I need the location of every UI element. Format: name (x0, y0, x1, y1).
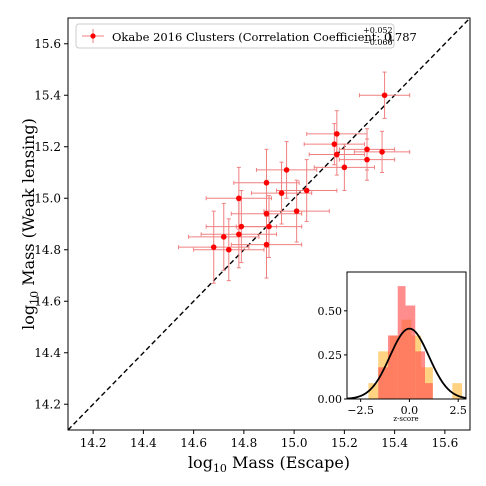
legend-marker-point (90, 33, 96, 39)
inset-y-tick-label: 0.25 (318, 349, 343, 362)
y-tick-label: 15.2 (34, 140, 61, 154)
data-point (263, 210, 270, 217)
inset-x-tick-label: 0.0 (401, 404, 419, 417)
y-tick-label: 15.4 (34, 88, 61, 102)
main-plot: 14.2 14.4 14.6 14.8 15.0 15.2 15.4 15.6 14.2 14.… (19, 17, 471, 475)
hist-bar-red (397, 286, 406, 399)
data-point (364, 146, 370, 153)
data-point (364, 156, 370, 163)
hist-bar-red (415, 351, 426, 399)
data-point (331, 141, 338, 147)
y-tick-label: 15.6 (34, 37, 61, 51)
y-tick-label: 14.8 (34, 243, 61, 257)
data-point (263, 180, 270, 186)
main-plot-frame (67, 17, 471, 431)
data-point (334, 131, 340, 137)
inset-histogram: −2.5 0.0 2.5 0.00 0.25 0.50 z-score (318, 271, 467, 423)
x-tick-label: 14.6 (180, 436, 207, 450)
data-point (278, 190, 285, 196)
data-point (238, 223, 245, 230)
data-point (236, 231, 242, 238)
inset-frame (346, 271, 467, 400)
legend-sub: −0.060 (363, 38, 393, 47)
data-point (236, 195, 242, 202)
inset-x-tick-label: −2.5 (347, 404, 374, 417)
data-point (263, 241, 270, 248)
normal-curve (346, 327, 467, 400)
legend-sup: +0.052 (363, 26, 393, 35)
y-axis-label: log10 Mass (Weak lensing) (19, 118, 41, 330)
y-tick-label: 15.0 (34, 191, 61, 205)
legend-label: Okabe 2016 Clusters (Correlation Coeffic… (112, 30, 417, 44)
hist-bar-red (387, 335, 398, 399)
data-point (293, 208, 300, 214)
x-tick-label: 15.2 (331, 436, 358, 450)
inset-y-tick-label: 0.00 (318, 393, 343, 406)
x-tick-label: 15.4 (381, 436, 408, 450)
x-tick-label: 14.8 (231, 436, 258, 450)
x-tick-label: 14.4 (130, 436, 157, 450)
inset-y-tick-label: 0.50 (318, 305, 343, 318)
inset-x-tick-label: 2.5 (449, 404, 467, 417)
y-tick-label: 14.2 (34, 397, 61, 411)
x-axis-label-rest: Mass (Escape) (227, 453, 350, 472)
data-point (283, 167, 290, 173)
data-point (379, 149, 385, 155)
y-tick-label: 14.4 (34, 346, 61, 360)
hist-bar-red (425, 383, 433, 399)
x-tick-label: 14.2 (80, 436, 107, 450)
data-point (210, 244, 217, 250)
x-tick-label: 15.0 (281, 436, 308, 450)
data-point (334, 151, 340, 158)
data-point (226, 246, 232, 253)
hist-bar-orange (368, 383, 379, 399)
data-point (341, 164, 348, 171)
y-tick-label: 14.6 (34, 294, 61, 308)
x-axis-label: log10 Mass (Escape) (188, 453, 350, 475)
legend-box (75, 23, 395, 49)
hist-bar-red (405, 305, 416, 399)
hist-bar-orange (452, 383, 463, 399)
data-point (303, 187, 310, 194)
data-point (220, 234, 227, 240)
x-axis-label-sub: 10 (213, 462, 227, 475)
x-tick-label: 15.6 (432, 436, 459, 450)
legend-close: ) (388, 30, 393, 44)
inset-x-axis-label: z-score (393, 415, 418, 423)
x-axis-label-log: log (188, 453, 213, 472)
data-point (381, 92, 388, 99)
hist-bar-red (378, 367, 388, 399)
data-point (266, 223, 272, 230)
legend: Okabe 2016 Clusters (Correlation Coeffic… (75, 23, 417, 49)
